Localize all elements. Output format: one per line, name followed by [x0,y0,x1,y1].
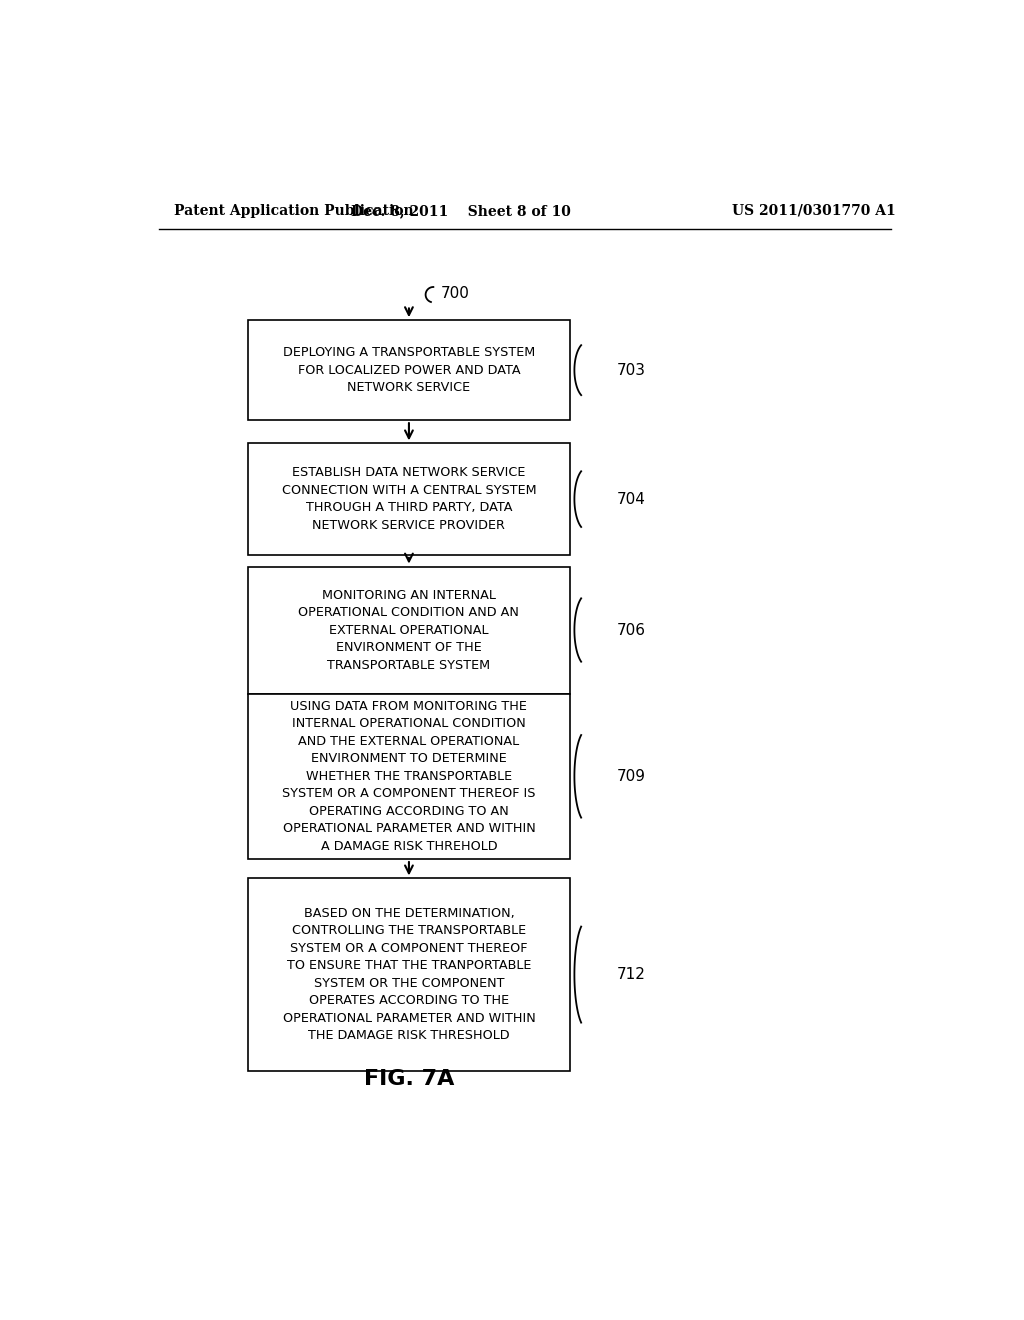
Text: USING DATA FROM MONITORING THE
INTERNAL OPERATIONAL CONDITION
AND THE EXTERNAL O: USING DATA FROM MONITORING THE INTERNAL … [283,700,536,853]
Text: FIG. 7A: FIG. 7A [364,1069,454,1089]
Bar [248,566,569,693]
Text: Dec. 8, 2011    Sheet 8 of 10: Dec. 8, 2011 Sheet 8 of 10 [351,203,571,218]
Bar [248,878,569,1071]
Text: 703: 703 [616,363,645,378]
Bar [248,693,569,859]
Text: ESTABLISH DATA NETWORK SERVICE
CONNECTION WITH A CENTRAL SYSTEM
THROUGH A THIRD : ESTABLISH DATA NETWORK SERVICE CONNECTIO… [282,466,537,532]
Text: 700: 700 [441,285,470,301]
Text: 709: 709 [616,768,645,784]
Text: US 2011/0301770 A1: US 2011/0301770 A1 [732,203,896,218]
Text: 712: 712 [616,968,645,982]
Text: BASED ON THE DETERMINATION,
CONTROLLING THE TRANSPORTABLE
SYSTEM OR A COMPONENT : BASED ON THE DETERMINATION, CONTROLLING … [283,907,536,1043]
Text: 704: 704 [616,491,645,507]
Text: Patent Application Publication: Patent Application Publication [174,203,414,218]
Bar [248,444,569,554]
Text: MONITORING AN INTERNAL
OPERATIONAL CONDITION AND AN
EXTERNAL OPERATIONAL
ENVIRON: MONITORING AN INTERNAL OPERATIONAL CONDI… [299,589,519,672]
Text: DEPLOYING A TRANSPORTABLE SYSTEM
FOR LOCALIZED POWER AND DATA
NETWORK SERVICE: DEPLOYING A TRANSPORTABLE SYSTEM FOR LOC… [283,346,536,395]
Bar [248,321,569,420]
Text: 706: 706 [616,623,645,638]
